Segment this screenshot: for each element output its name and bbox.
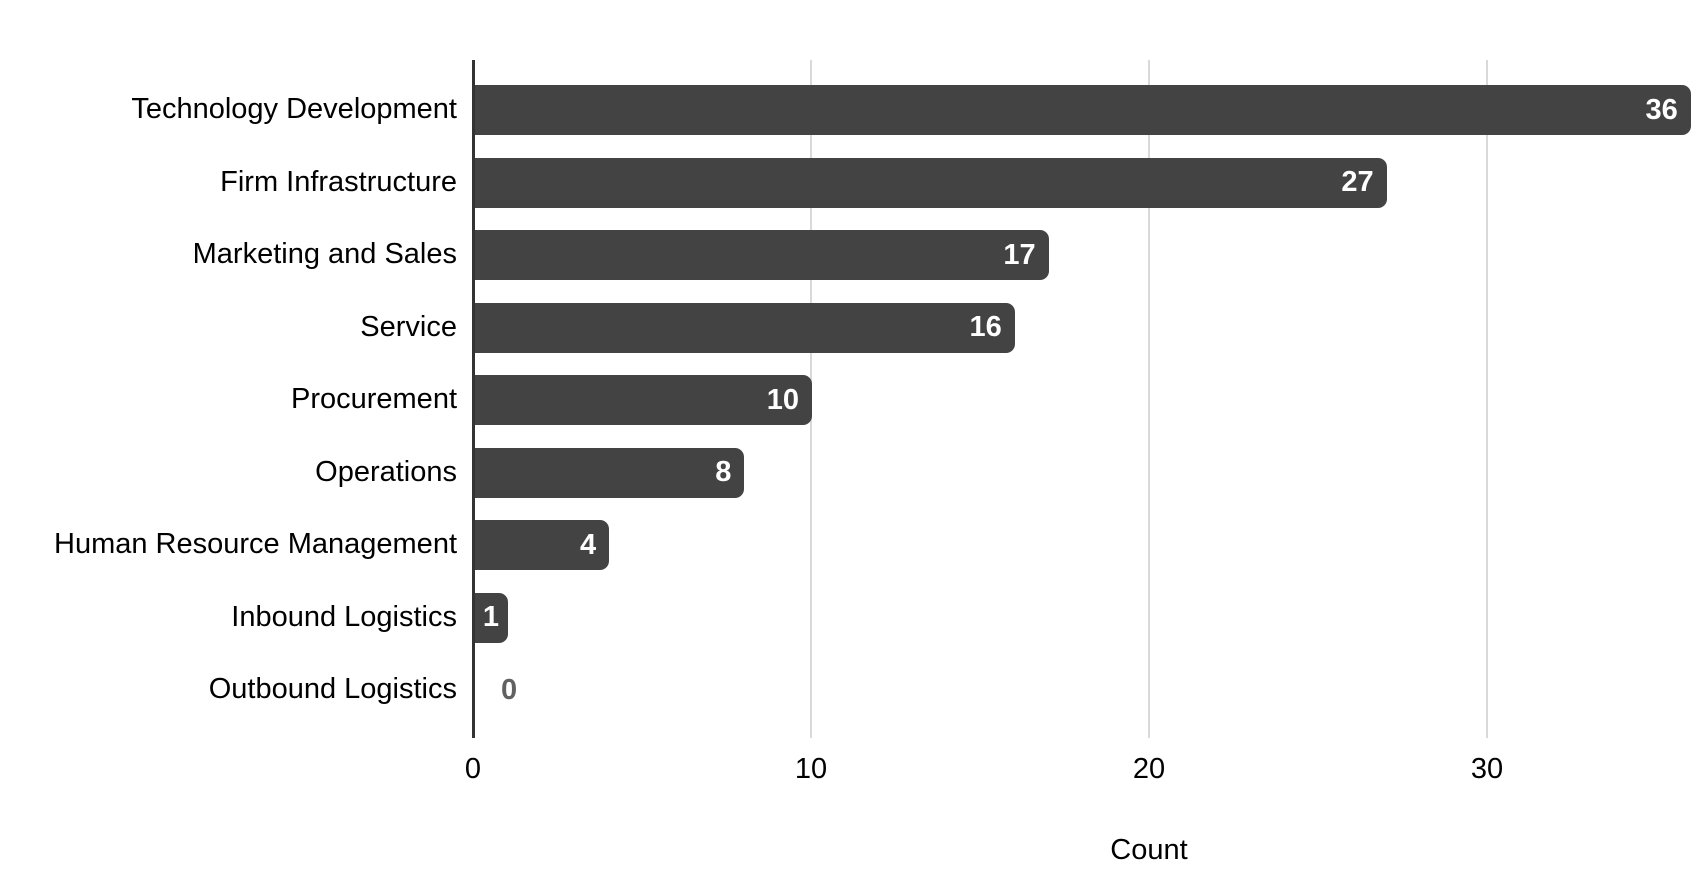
x-axis-title: Count xyxy=(1110,834,1188,866)
value-label-firm-infrastructure: 27 xyxy=(1341,166,1374,198)
bar-technology-development[interactable]: 36 xyxy=(474,85,1691,135)
category-label-operations: Operations xyxy=(315,455,457,488)
x-tick-20: 20 xyxy=(1132,753,1166,785)
category-label-procurement: Procurement xyxy=(290,383,457,415)
value-label-service: 16 xyxy=(969,311,1002,343)
plot-area: 36 27 17 16 10 8 4 1 0 xyxy=(472,60,1704,738)
value-label-technology-development: 36 xyxy=(1645,93,1678,126)
category-label-technology-development: Technology Development xyxy=(131,93,457,125)
x-tick-10: 10 xyxy=(794,753,828,785)
bar-procurement[interactable]: 10 xyxy=(474,375,812,425)
category-label-firm-infrastructure: Firm Infrastructure xyxy=(220,165,457,198)
bar-human-resource-management[interactable]: 4 xyxy=(474,520,610,570)
y-axis-line xyxy=(472,60,475,738)
gridline-30 xyxy=(1486,60,1488,738)
x-tick-30: 30 xyxy=(1470,753,1504,785)
bar-firm-infrastructure[interactable]: 27 xyxy=(474,157,1387,208)
value-label-operations: 8 xyxy=(715,456,732,488)
bar-service[interactable]: 16 xyxy=(474,302,1015,353)
bar-operations[interactable]: 8 xyxy=(474,447,745,498)
value-label-inbound-logistics: 1 xyxy=(482,601,499,633)
bar-marketing-and-sales[interactable]: 17 xyxy=(474,230,1049,280)
x-tick-0: 0 xyxy=(464,753,482,785)
category-label-service: Service xyxy=(360,310,457,343)
value-label-outbound-logistics: 0 xyxy=(501,674,518,706)
category-label-human-resource-management: Human Resource Management xyxy=(54,528,457,560)
category-label-outbound-logistics: Outbound Logistics xyxy=(208,673,457,705)
value-label-human-resource-management: 4 xyxy=(580,528,597,561)
bar-inbound-logistics[interactable]: 1 xyxy=(474,592,508,643)
value-label-marketing-and-sales: 17 xyxy=(1003,238,1036,271)
value-label-procurement: 10 xyxy=(766,383,799,416)
category-label-inbound-logistics: Inbound Logistics xyxy=(231,600,457,633)
category-label-marketing-and-sales: Marketing and Sales xyxy=(192,238,457,270)
gridline-20 xyxy=(1148,60,1150,738)
